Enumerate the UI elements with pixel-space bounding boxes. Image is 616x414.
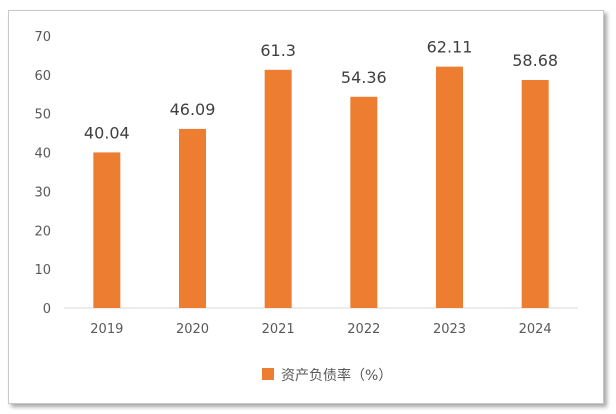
- y-tick-label: 60: [34, 69, 51, 84]
- data-labels: 40.04 46.09 61.3 54.36 62.11 58.68: [84, 38, 558, 143]
- bar: [179, 128, 206, 308]
- data-label: 54.36: [341, 68, 387, 87]
- x-axis: 2019 2020 2021 2022 2023 2024: [64, 307, 578, 337]
- legend: 资产负债率（%）: [262, 367, 392, 384]
- y-tick-label: 40: [34, 147, 51, 162]
- x-tick-label: 2023: [433, 322, 466, 337]
- legend-label: 资产负债率（%）: [281, 367, 392, 384]
- legend-swatch: [262, 368, 274, 380]
- data-label: 46.09: [170, 100, 216, 119]
- y-axis: 0 10 20 30 40 50 60 70: [34, 30, 51, 317]
- bar: [264, 69, 292, 308]
- data-label: 58.68: [512, 51, 558, 70]
- x-tick-label: 2021: [262, 322, 295, 337]
- data-label: 40.04: [84, 123, 130, 142]
- y-tick-label: 10: [34, 263, 51, 278]
- x-tick-label: 2022: [347, 322, 380, 337]
- y-tick-label: 20: [34, 224, 51, 239]
- y-tick-label: 30: [34, 185, 51, 200]
- x-tick-label: 2020: [176, 322, 209, 337]
- data-label: 61.3: [260, 41, 296, 60]
- y-tick-label: 50: [34, 108, 51, 123]
- bar: [521, 79, 549, 308]
- x-tick-label: 2019: [90, 322, 123, 337]
- y-tick-label: 70: [34, 30, 51, 45]
- x-tick-label: 2024: [519, 322, 552, 337]
- bars: [93, 66, 549, 308]
- y-tick-label: 0: [43, 302, 51, 317]
- bar: [436, 66, 463, 308]
- bar: [350, 96, 378, 308]
- bar: [93, 152, 121, 308]
- data-label: 62.11: [427, 38, 473, 57]
